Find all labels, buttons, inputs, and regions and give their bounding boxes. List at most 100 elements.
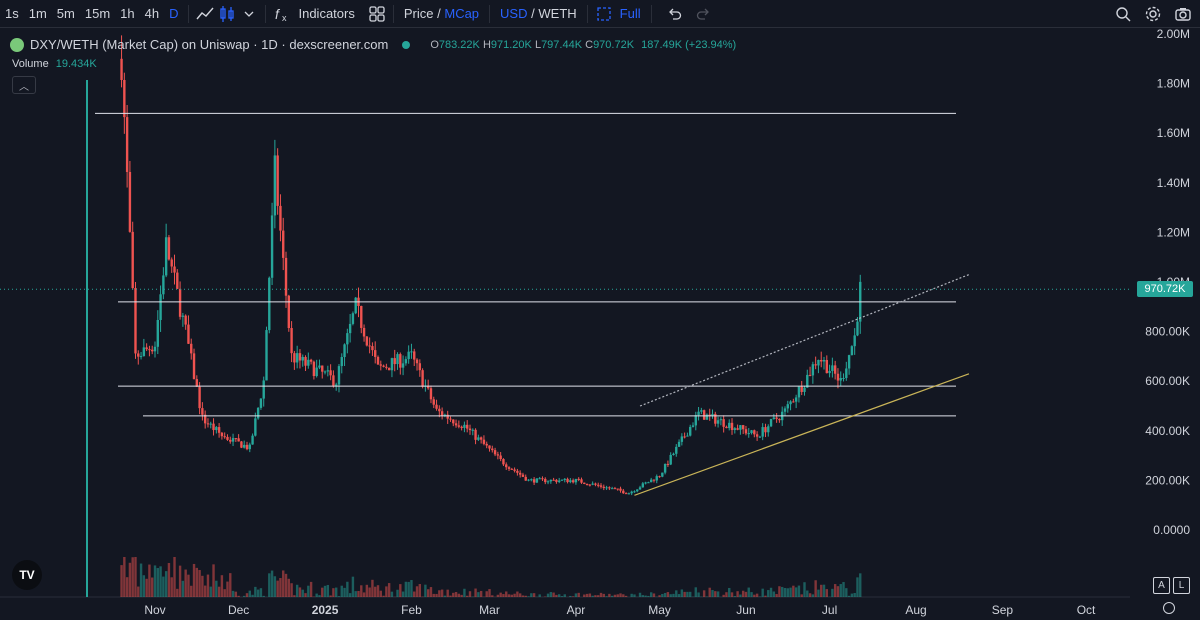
volume-bar xyxy=(585,593,589,597)
volume-bar xyxy=(287,578,291,597)
interval-5m[interactable]: 5m xyxy=(56,6,75,21)
candle-body xyxy=(418,363,422,371)
support-trendline[interactable] xyxy=(634,373,970,496)
candle-body xyxy=(836,373,840,381)
volume-bar xyxy=(808,593,812,597)
candle-body xyxy=(304,356,307,366)
toolbar-divider xyxy=(392,4,394,23)
candle-body xyxy=(619,488,622,491)
candle-body xyxy=(279,205,282,231)
chart-area[interactable]: 0.0000200.00K400.00K600.00K800.00K1.00M1… xyxy=(0,28,1200,620)
volume-bar xyxy=(290,583,293,597)
candle-body xyxy=(190,343,193,354)
candle-body xyxy=(560,479,564,481)
candle-body xyxy=(145,347,148,350)
volume-bar xyxy=(357,590,360,597)
candle-body xyxy=(616,488,619,490)
candle-body xyxy=(577,478,580,480)
candle-body xyxy=(153,346,157,352)
candle-body xyxy=(747,433,750,435)
volume-bar xyxy=(647,595,650,597)
full-button[interactable]: Full xyxy=(619,6,641,21)
candle-body xyxy=(853,335,856,347)
candle-body xyxy=(814,364,817,366)
volume-bar xyxy=(675,590,678,597)
candle-body xyxy=(265,330,268,381)
candle-body xyxy=(206,423,210,425)
volume-bar xyxy=(833,584,837,597)
collapse-legend-button[interactable]: ︿ xyxy=(12,76,36,94)
interval-1h[interactable]: 1h xyxy=(120,6,135,21)
volume-bar xyxy=(739,594,742,597)
resistance-trendline[interactable] xyxy=(639,274,970,407)
candle-body xyxy=(329,370,332,376)
currency-toggle[interactable]: USD / WETH xyxy=(495,6,582,21)
volume-bar xyxy=(142,575,146,597)
log-scale-button[interactable]: L xyxy=(1173,577,1190,594)
time-settings-icon[interactable] xyxy=(1163,602,1175,614)
candle-body xyxy=(663,463,667,473)
volume-bar xyxy=(279,578,282,597)
candle-body xyxy=(139,356,143,358)
candle-body xyxy=(170,259,173,267)
candle-body xyxy=(711,413,714,416)
volume-bar xyxy=(217,586,221,597)
interval-15m[interactable]: 15m xyxy=(84,6,111,21)
x-tick-label: Mar xyxy=(479,603,500,617)
candle-body xyxy=(298,353,302,361)
volume-bar xyxy=(340,585,343,597)
camera-icon[interactable] xyxy=(1172,3,1194,25)
candle-body xyxy=(647,482,650,484)
candle-body xyxy=(376,356,380,365)
candle-body xyxy=(546,481,550,483)
layout-icon[interactable] xyxy=(366,3,388,25)
candles-icon[interactable] xyxy=(216,3,238,25)
volume-bar xyxy=(178,565,182,597)
y-tick-label: 600.00K xyxy=(1145,374,1190,388)
tradingview-logo-icon[interactable]: TV xyxy=(12,560,42,590)
candle-body xyxy=(764,427,767,433)
volume-bar xyxy=(326,584,330,597)
x-tick-label: Sep xyxy=(992,603,1014,617)
interval-1s[interactable]: 1s xyxy=(5,6,19,21)
candle-body xyxy=(315,367,318,377)
volume-bar xyxy=(716,591,720,597)
candle-body xyxy=(850,346,854,356)
close-label: C xyxy=(585,38,594,51)
settings-icon[interactable] xyxy=(1142,3,1164,25)
candle-body xyxy=(744,429,748,434)
volume-bar xyxy=(599,592,603,597)
volume-bar xyxy=(385,586,388,597)
visibility-dot-icon[interactable] xyxy=(402,40,411,49)
candle-body xyxy=(215,427,218,431)
candle-body xyxy=(176,272,179,289)
volume-bar xyxy=(608,593,611,597)
search-icon[interactable] xyxy=(1112,3,1134,25)
candle-body xyxy=(301,356,304,361)
chevron-down-icon[interactable] xyxy=(238,3,260,25)
interval-4h[interactable]: 4h xyxy=(144,6,160,21)
fullscreen-icon[interactable] xyxy=(593,3,615,25)
line-tool-icon[interactable] xyxy=(194,3,216,25)
price-chart[interactable]: 0.0000200.00K400.00K600.00K800.00K1.00M1… xyxy=(0,28,1200,620)
candle-body xyxy=(722,419,725,427)
volume-bar xyxy=(198,570,201,597)
volume-bar xyxy=(820,584,823,597)
volume-bar xyxy=(128,562,132,597)
volume-bar xyxy=(750,592,753,597)
volume-bar xyxy=(273,576,277,597)
interval-d[interactable]: D xyxy=(169,6,179,21)
price-mcap-toggle[interactable]: Price / MCap xyxy=(399,6,484,21)
volume-bar xyxy=(583,594,586,597)
redo-icon[interactable] xyxy=(693,3,715,25)
candle-body xyxy=(767,426,770,433)
candle-body xyxy=(847,355,851,369)
auto-scale-button[interactable]: A xyxy=(1153,577,1170,594)
candle-body xyxy=(675,446,678,454)
volume-bar xyxy=(159,566,162,597)
candle-body xyxy=(602,486,605,488)
indicators-button[interactable]: Indicators xyxy=(298,6,355,21)
interval-1m[interactable]: 1m xyxy=(28,6,47,21)
undo-icon[interactable] xyxy=(663,3,685,25)
